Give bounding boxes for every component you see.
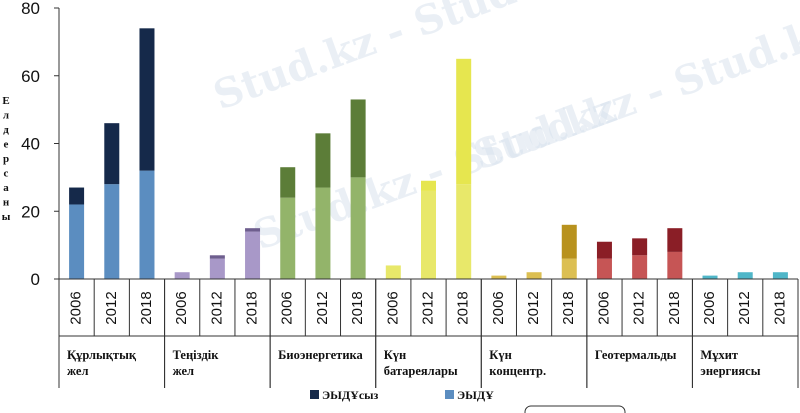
x-axis: 2006 2012 2018 Құрлықтық жел 2006 2012 2018 Теңі… <box>58 278 799 388</box>
y-axis-label-letter: ы <box>2 211 11 223</box>
y-axis-label-letter: л <box>3 110 9 122</box>
legend-label: ЭЫДҰ <box>457 388 494 402</box>
x-tick-label: 2012 <box>103 291 120 324</box>
bar-segment-oecd <box>737 272 753 279</box>
legend-label: ЭЫДҰсыз <box>322 388 379 402</box>
y-tick-label: 80 <box>21 0 40 18</box>
bars <box>69 28 788 279</box>
bar-segment-oecd <box>632 255 648 279</box>
bar-segment-non-oecd <box>561 224 577 259</box>
x-tick-label: 2006 <box>595 291 612 324</box>
y-axis-label-letter: с <box>4 168 9 180</box>
group-label: жел <box>67 364 88 378</box>
bar-segment-oecd <box>315 187 331 279</box>
y-tick-label: 40 <box>21 135 40 154</box>
bar-segment-oecd <box>280 197 296 279</box>
group-label: батареялары <box>384 364 458 378</box>
bar-segment-non-oecd <box>632 238 648 256</box>
x-tick-label: 2006 <box>279 291 296 324</box>
axes: 0 20 40 60 80 <box>21 0 60 289</box>
bar-segment-oecd <box>350 177 366 279</box>
legend-frame-edge <box>524 405 626 413</box>
x-tick-label: 2018 <box>455 291 472 324</box>
x-tick-label: 2006 <box>384 291 401 324</box>
x-tick-label: 2018 <box>560 291 577 324</box>
bar-segment-oecd <box>561 258 577 279</box>
group-label: Теңіздік <box>173 348 220 362</box>
group-label: Күн <box>489 348 512 362</box>
x-tick-label: 2018 <box>244 291 261 324</box>
x-tick-label: 2018 <box>666 291 683 324</box>
bar-segment-non-oecd <box>315 133 331 188</box>
x-tick-label: 2012 <box>736 291 753 324</box>
bar-segment-oecd <box>491 275 507 279</box>
bar-segment-non-oecd <box>350 99 366 178</box>
watermark-text: Stud.kz - Stud.kz <box>207 0 582 119</box>
bar-segment-non-oecd <box>104 123 120 185</box>
bar-segment-oecd <box>104 184 120 279</box>
x-tick-label: 2006 <box>701 291 718 324</box>
y-axis-label-letter: н <box>3 197 10 209</box>
x-tick-label: 2006 <box>68 291 85 324</box>
y-tick-label: 60 <box>21 67 40 86</box>
y-tick-label: 0 <box>31 270 40 289</box>
x-tick-label: 2012 <box>208 291 225 324</box>
bar-segment-non-oecd <box>280 167 296 198</box>
group-label: Күн <box>384 348 407 362</box>
y-axis-label-letter: е <box>4 139 9 151</box>
legend: ЭЫДҰсыз ЭЫДҰ <box>310 388 626 413</box>
bar-segment-oecd <box>174 272 190 279</box>
watermark-text: Stud.kz - Stud.kz <box>467 5 800 180</box>
legend-swatch <box>310 390 319 399</box>
x-tick-label: 2012 <box>419 291 436 324</box>
bar-segment-non-oecd <box>209 255 225 259</box>
bar-segment-oecd <box>526 272 542 279</box>
bar-segment-oecd <box>702 275 718 279</box>
group-label: энергиясы <box>700 364 760 378</box>
bar-segment-oecd <box>772 272 788 279</box>
bar-segment-non-oecd <box>245 228 261 232</box>
y-axis-label-letter: р <box>3 153 9 165</box>
x-tick-label: 2012 <box>314 291 331 324</box>
bar-segment-oecd <box>209 258 225 279</box>
x-tick-label: 2018 <box>138 291 155 324</box>
bar-segment-oecd <box>596 258 612 279</box>
x-tick-label: 2006 <box>173 291 190 324</box>
bar-segment-non-oecd <box>139 28 155 171</box>
bar-segment-oecd <box>245 231 261 279</box>
legend-swatch <box>445 390 454 399</box>
y-axis-label-letter: Е <box>2 95 9 107</box>
x-tick-label: 2012 <box>631 291 648 324</box>
bar-segment-oecd <box>456 184 472 279</box>
bar-segment-oecd <box>667 251 683 279</box>
bar-segment-non-oecd <box>69 187 85 205</box>
y-axis-label-letter: а <box>3 182 9 194</box>
bar-segment-non-oecd <box>456 58 472 185</box>
group-label: Биоэнергетика <box>278 348 363 362</box>
bar-segment-non-oecd <box>667 228 683 252</box>
y-tick-label: 20 <box>21 202 40 221</box>
x-tick-label: 2012 <box>525 291 542 324</box>
bar-segment-oecd <box>69 204 85 279</box>
group-label: Құрлықтық <box>67 348 137 362</box>
group-label: жел <box>173 364 194 378</box>
group-label: Мұхит <box>700 348 738 362</box>
x-tick-label: 2018 <box>771 291 788 324</box>
bar-segment-oecd <box>385 265 401 279</box>
bar-segment-oecd <box>139 170 155 279</box>
y-axis-label-letter: д <box>3 124 9 136</box>
x-tick-label: 2018 <box>349 291 366 324</box>
group-label: Геотермальды <box>595 348 677 362</box>
group-label: концентр. <box>489 364 546 378</box>
bar-segment-non-oecd <box>421 180 436 191</box>
x-tick-label: 2006 <box>490 291 507 324</box>
bar-segment-oecd <box>421 190 436 279</box>
bar-segment-non-oecd <box>596 241 612 259</box>
